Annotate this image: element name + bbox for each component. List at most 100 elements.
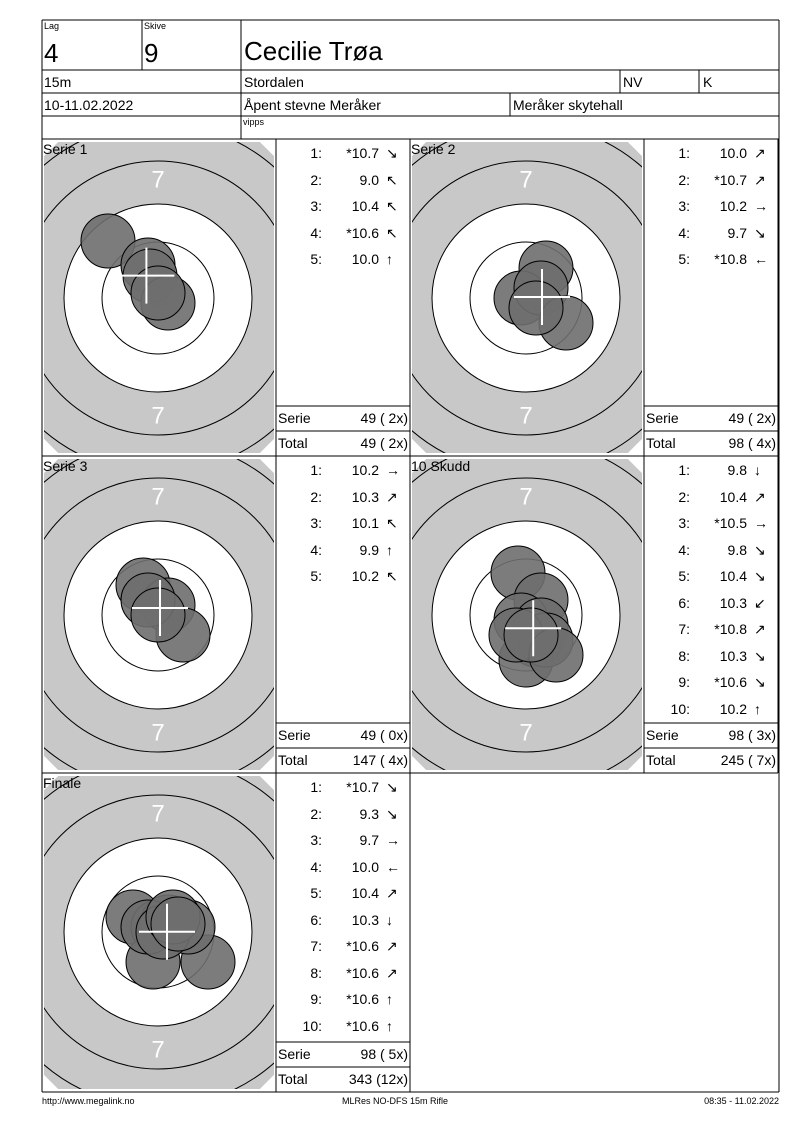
total-label: Total — [278, 1071, 308, 1087]
footer-software: MLRes NO-DFS 15m Rifle — [342, 1096, 449, 1106]
shot-score: 10.2 — [719, 198, 747, 214]
shot-score: *10.6 — [346, 224, 379, 241]
shot-score: 9.7 — [359, 832, 379, 848]
shot-score: *10.7 — [346, 779, 379, 795]
shot-direction: ↘ — [386, 805, 398, 822]
footer-url: http://www.megalink.no — [42, 1096, 135, 1106]
ring — [431, 203, 621, 393]
shot-score: 9.8 — [727, 541, 747, 558]
shot-number: 3: — [310, 832, 322, 848]
shot-direction: ↗ — [386, 885, 398, 901]
ring-label: 8 — [519, 526, 532, 553]
shot-number: 3: — [678, 198, 690, 214]
shot-number: 3: — [310, 198, 322, 214]
lag-label: Lag — [44, 21, 60, 31]
shot-score: *10.6 — [346, 964, 379, 981]
ring-label: 8 — [226, 919, 239, 946]
shot-number: 3: — [678, 515, 690, 531]
shot-direction: ↘ — [754, 541, 766, 558]
shot-number: 5: — [678, 568, 690, 584]
shot-score: 10.2 — [719, 700, 747, 717]
shot-hole — [508, 280, 564, 336]
shot-score: 9.3 — [359, 805, 379, 822]
serie-label: Serie — [278, 1046, 311, 1062]
shot-number: 2: — [310, 488, 322, 505]
ring — [44, 477, 274, 753]
shot-score: *10.8 — [714, 251, 747, 267]
skive: 9 — [144, 38, 159, 68]
ring-label: 8 — [151, 678, 164, 705]
ring-label: 7 — [519, 484, 532, 511]
shot-number: 7: — [310, 938, 322, 954]
ring-label: 8 — [76, 919, 89, 946]
shot-score: 10.3 — [719, 647, 747, 664]
ring-label: 7 — [519, 167, 532, 194]
shot-direction: ↘ — [754, 224, 766, 241]
shot-number: 7: — [678, 621, 690, 637]
footer-time: 08:35 - 11.02.2022 — [704, 1096, 779, 1106]
ring-label: 7 — [151, 1037, 164, 1064]
ring-label: 7 — [151, 167, 164, 194]
ring-label: 8 — [151, 526, 164, 553]
shot-score: 9.0 — [359, 171, 379, 188]
shot-score: 10.2 — [351, 462, 379, 478]
shot-score: 10.0 — [719, 145, 747, 161]
shot-number: 4: — [310, 858, 322, 875]
shot-number: 2: — [678, 488, 690, 505]
shot-direction: ↖ — [386, 198, 398, 214]
club: Stordalen — [244, 74, 304, 90]
shot-number: 4: — [310, 541, 322, 558]
shot-hole — [503, 607, 559, 663]
shot-number: 4: — [678, 224, 690, 241]
shot-score: *10.5 — [714, 515, 747, 531]
shot-number: 6: — [678, 594, 690, 611]
shot-score: 9.8 — [727, 462, 747, 478]
total-label: Total — [646, 752, 676, 768]
shot-direction: ↘ — [386, 145, 398, 161]
total-label: Total — [278, 752, 308, 768]
shot-direction: → — [754, 515, 768, 531]
target: 7 7 8 8 8 8 — [44, 142, 274, 453]
ring — [44, 160, 274, 436]
shot-hole — [150, 896, 206, 952]
ring-label: 7 — [519, 720, 532, 747]
target: 7 7 8 8 8 8 — [44, 776, 274, 1089]
ring — [412, 160, 642, 436]
ring-label: 8 — [76, 285, 89, 312]
class: K — [703, 74, 713, 90]
serie-score: 98 ( 5x) — [360, 1046, 408, 1062]
ring — [412, 477, 642, 753]
distance: 15m — [44, 74, 72, 90]
shot-direction: ↖ — [386, 171, 398, 188]
ring — [63, 203, 253, 393]
shot-number: 2: — [310, 171, 322, 188]
shot-direction: ↘ — [754, 568, 766, 584]
shot-direction: ↗ — [386, 964, 398, 981]
ring-label: 7 — [151, 720, 164, 747]
ring — [431, 520, 621, 710]
shot-score: 10.1 — [351, 515, 379, 531]
ring-label: 7 — [151, 403, 164, 430]
ring-label: 8 — [519, 361, 532, 388]
shot-direction: ← — [386, 858, 400, 875]
shot-direction: ↑ — [386, 1017, 393, 1034]
ring-label: 8 — [594, 602, 607, 629]
shot-direction: ↗ — [754, 621, 766, 637]
ring — [63, 837, 253, 1027]
shot-score: 10.4 — [351, 198, 379, 214]
shot-direction: ↑ — [386, 541, 393, 558]
shot-direction: ↓ — [754, 462, 761, 478]
shot-direction: ↗ — [754, 488, 766, 505]
ring-label: 8 — [444, 602, 457, 629]
shot-number: 9: — [310, 991, 322, 1007]
shot-hole — [130, 265, 186, 321]
shot-score: 10.2 — [351, 568, 379, 584]
shot-number: 1: — [678, 462, 690, 478]
total-score: 245 ( 7x) — [720, 752, 776, 768]
date: 10-11.02.2022 — [44, 97, 134, 113]
shot-hole — [130, 587, 186, 643]
ring-label: 8 — [226, 285, 239, 312]
total-label: Total — [278, 435, 308, 451]
shot-direction: → — [386, 462, 400, 478]
